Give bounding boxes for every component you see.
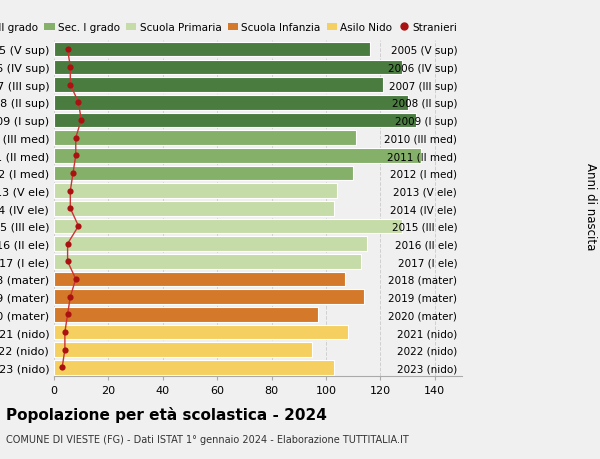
- Bar: [54, 166, 353, 181]
- Point: [71, 152, 80, 160]
- Text: Anni di nascita: Anni di nascita: [584, 163, 597, 250]
- Point: [63, 258, 73, 265]
- Bar: [54, 272, 345, 286]
- Point: [65, 293, 75, 301]
- Bar: [54, 43, 370, 57]
- Bar: [54, 61, 402, 75]
- Point: [71, 276, 80, 283]
- Bar: [54, 113, 416, 128]
- Legend: Sec. II grado, Sec. I grado, Scuola Primaria, Scuola Infanzia, Asilo Nido, Stran: Sec. II grado, Sec. I grado, Scuola Prim…: [0, 23, 457, 33]
- Point: [74, 223, 83, 230]
- Point: [60, 346, 70, 353]
- Bar: [54, 149, 421, 163]
- Text: Popolazione per età scolastica - 2024: Popolazione per età scolastica - 2024: [6, 406, 327, 422]
- Bar: [54, 360, 334, 375]
- Bar: [54, 290, 364, 304]
- Bar: [54, 255, 361, 269]
- Bar: [54, 184, 337, 198]
- Bar: [54, 131, 356, 146]
- Point: [65, 64, 75, 72]
- Bar: [54, 96, 407, 110]
- Bar: [54, 325, 348, 340]
- Text: COMUNE DI VIESTE (FG) - Dati ISTAT 1° gennaio 2024 - Elaborazione TUTTITALIA.IT: COMUNE DI VIESTE (FG) - Dati ISTAT 1° ge…: [6, 434, 409, 444]
- Bar: [54, 219, 402, 234]
- Point: [65, 205, 75, 213]
- Point: [65, 82, 75, 89]
- Point: [68, 170, 78, 177]
- Point: [63, 311, 73, 319]
- Bar: [54, 237, 367, 252]
- Point: [76, 117, 86, 124]
- Bar: [54, 343, 313, 357]
- Bar: [54, 308, 318, 322]
- Bar: [54, 202, 334, 216]
- Point: [60, 329, 70, 336]
- Point: [65, 188, 75, 195]
- Point: [74, 99, 83, 106]
- Bar: [54, 78, 383, 93]
- Point: [58, 364, 67, 371]
- Point: [71, 134, 80, 142]
- Point: [63, 46, 73, 54]
- Point: [63, 241, 73, 248]
